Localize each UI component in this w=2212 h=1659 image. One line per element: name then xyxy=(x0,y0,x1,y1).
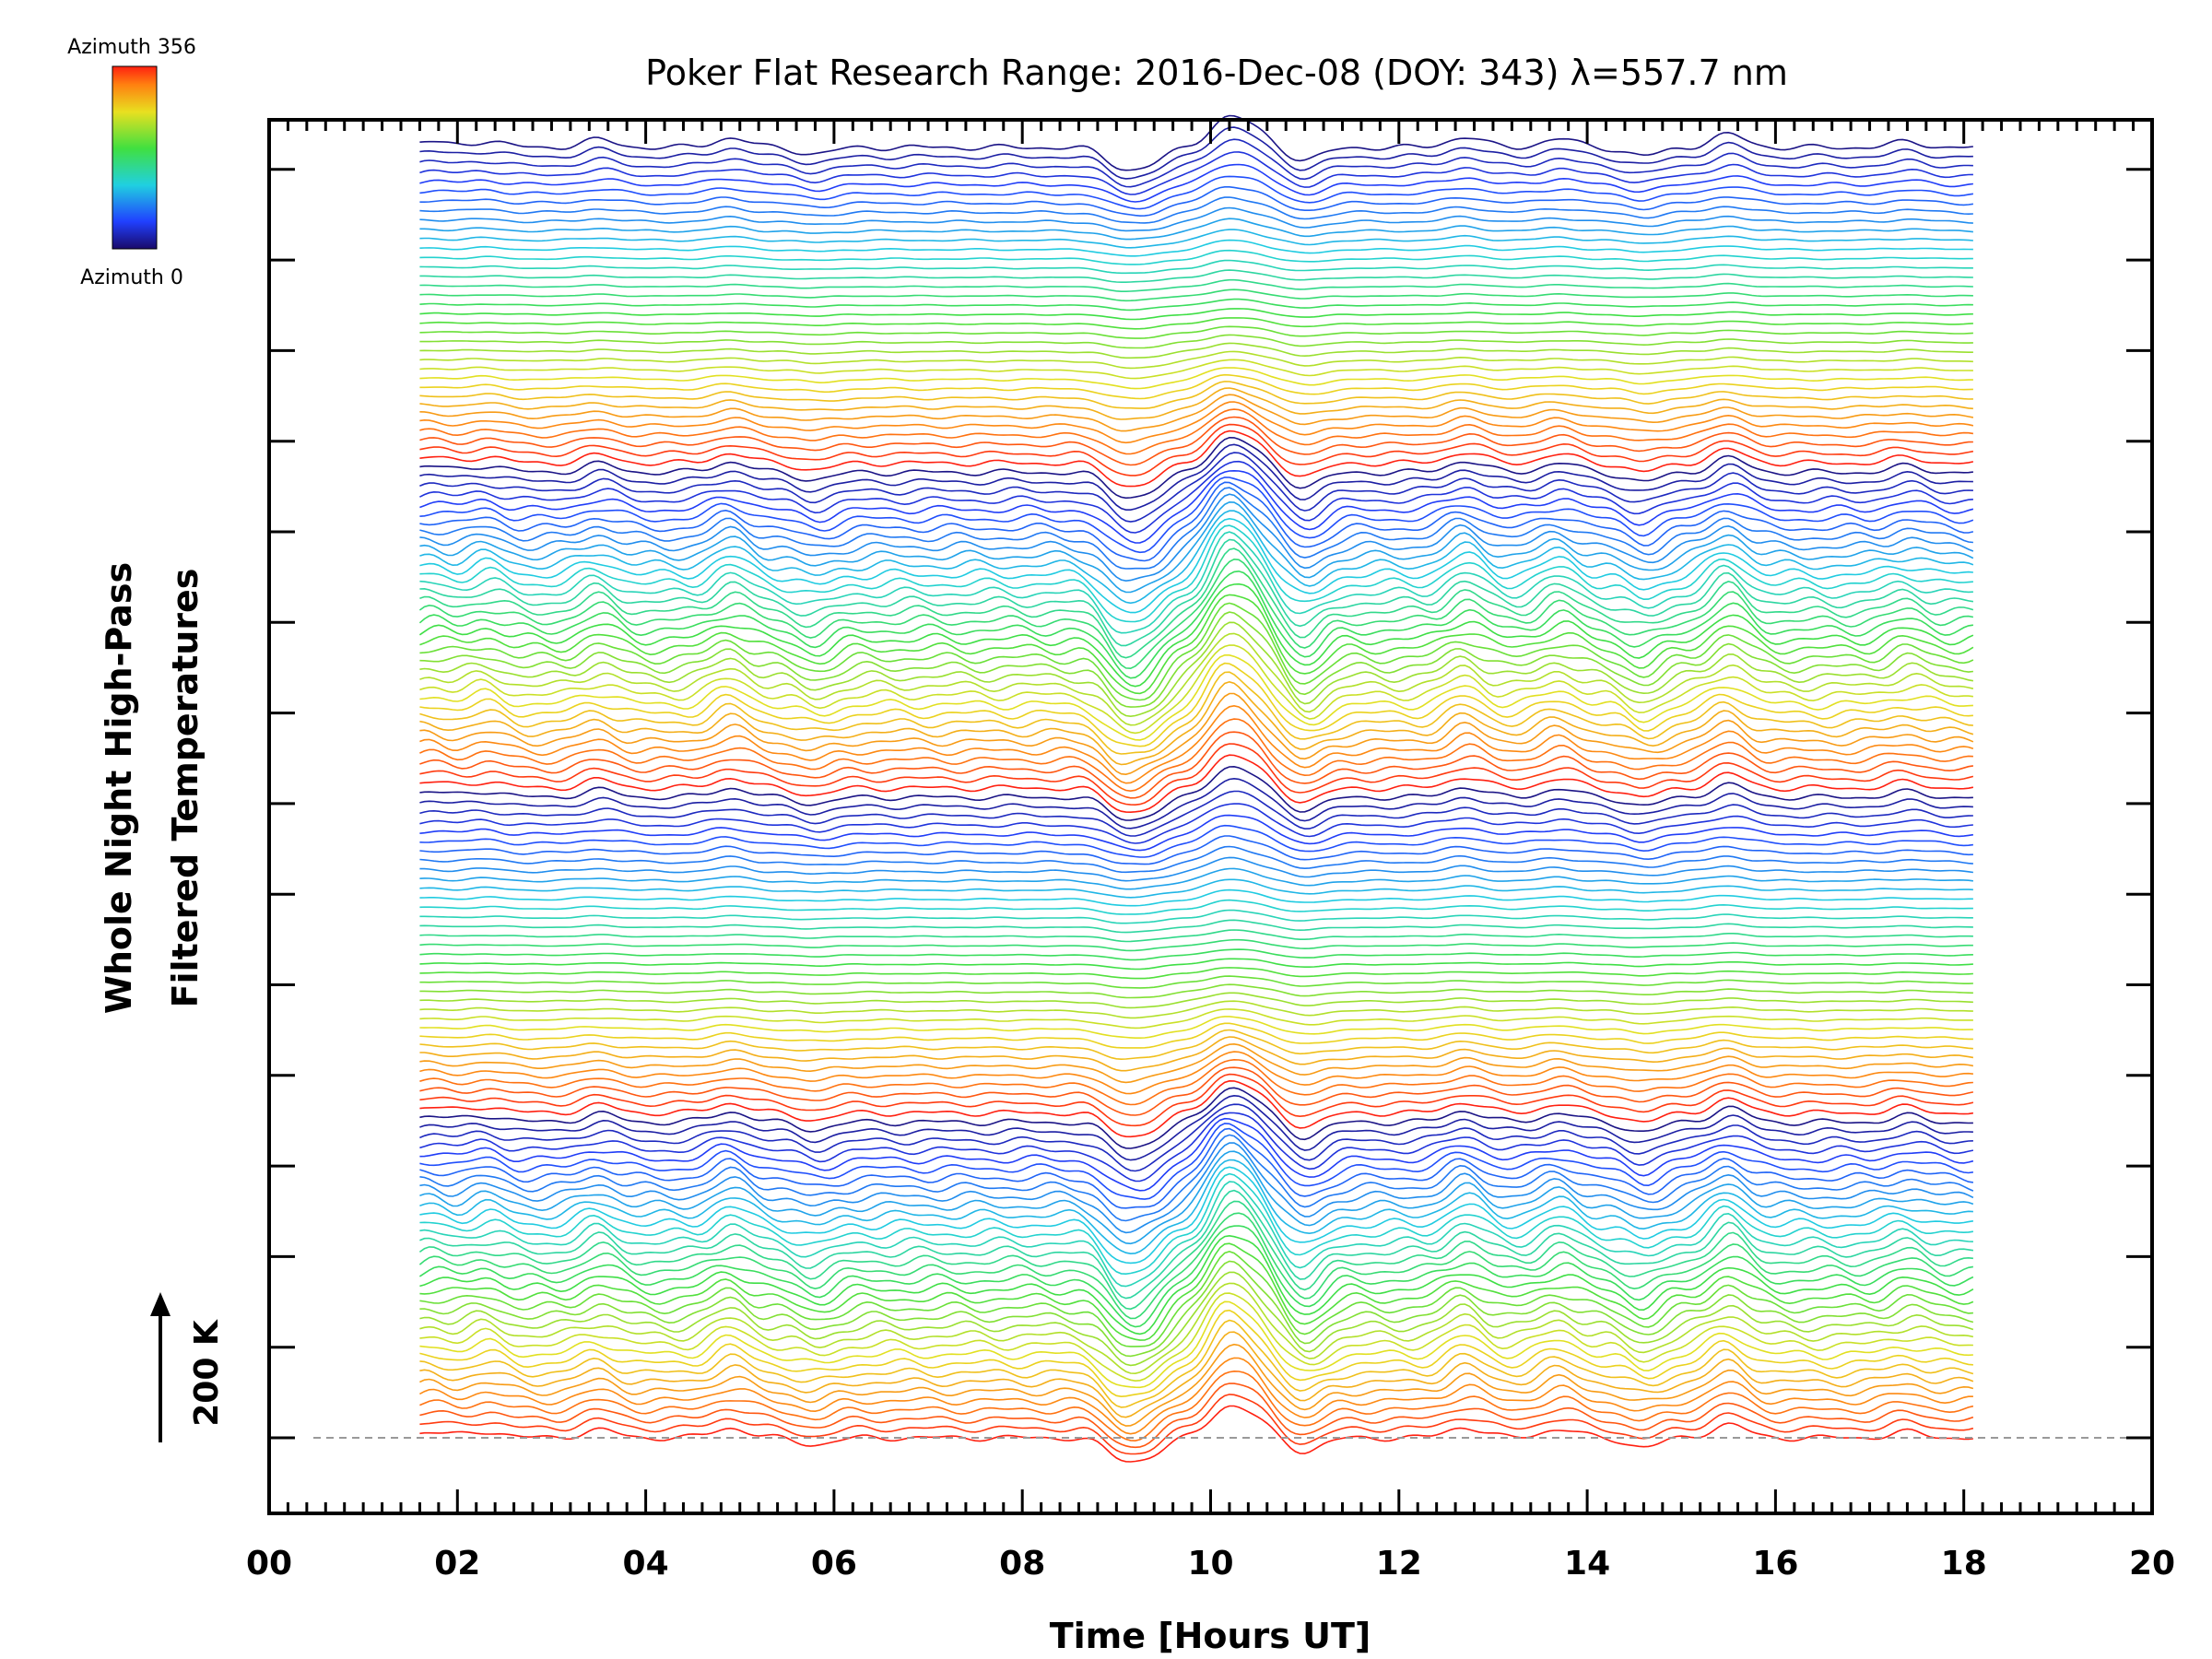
x-tick-label: 20 xyxy=(2129,1545,2175,1583)
series-line xyxy=(419,335,1972,347)
x-tick-label: 06 xyxy=(811,1545,857,1583)
series-line xyxy=(419,351,1972,368)
series-line xyxy=(419,993,1972,1007)
series-line xyxy=(419,911,1972,924)
y-axis-label-line2: Filtered Temperatures xyxy=(165,569,206,1008)
series-layer xyxy=(419,116,1972,1463)
series-line xyxy=(419,270,1972,282)
series-line xyxy=(419,968,1972,979)
series-line xyxy=(419,984,1972,997)
series-line xyxy=(419,1009,1972,1029)
series-line xyxy=(419,187,1972,216)
colorbar-top-label: Azimuth 356 xyxy=(67,36,196,59)
series-line xyxy=(419,682,1972,765)
series-line xyxy=(419,732,1972,798)
series-line xyxy=(419,920,1972,932)
series-line xyxy=(419,949,1972,959)
series-line xyxy=(419,300,1972,311)
series-line xyxy=(419,1052,1972,1094)
colorbar-bottom-label: Azimuth 0 xyxy=(80,266,183,289)
x-tick-label: 02 xyxy=(434,1545,480,1583)
x-tick-label: 10 xyxy=(1187,1545,1233,1583)
series-line xyxy=(419,890,1972,906)
x-tick-label: 00 xyxy=(246,1545,292,1583)
scale-arrow-icon xyxy=(150,1292,171,1316)
scale-bar: 200 K xyxy=(150,1292,226,1442)
x-tick-label: 08 xyxy=(999,1545,1045,1583)
series-line xyxy=(419,409,1972,453)
series-line xyxy=(419,261,1972,274)
x-tick-label: 14 xyxy=(1564,1545,1610,1583)
series-line xyxy=(419,488,1972,569)
series-line xyxy=(419,584,1972,687)
scale-bar-label: 200 K xyxy=(188,1319,226,1427)
colorbar-gradient xyxy=(112,66,157,249)
series-line xyxy=(419,804,1972,843)
series-line xyxy=(419,1001,1972,1018)
series-line xyxy=(419,229,1972,248)
series-line xyxy=(419,402,1972,442)
series-line xyxy=(419,940,1972,951)
chart-title: Poker Flat Research Range: 2016-Dec-08 (… xyxy=(645,53,1788,93)
series-line xyxy=(419,280,1972,292)
series-line xyxy=(419,431,1972,487)
series-line xyxy=(419,900,1972,914)
series-line xyxy=(419,959,1972,969)
series-line xyxy=(419,343,1972,358)
x-axis-tick-labels: 00 02 04 06 08 10 12 14 16 18 20 xyxy=(246,1545,2175,1583)
series-line xyxy=(419,868,1972,888)
y-axis-label-line1: Whole Night High-Pass xyxy=(99,562,139,1014)
colorbar: Azimuth 356 Azimuth 0 xyxy=(67,36,196,289)
series-line xyxy=(419,251,1972,265)
series-line xyxy=(419,1044,1972,1083)
series-line xyxy=(419,318,1972,329)
x-tick-label: 18 xyxy=(1941,1545,1987,1583)
series-line xyxy=(419,930,1972,942)
series-line xyxy=(419,326,1972,338)
series-line xyxy=(419,241,1972,256)
series-line xyxy=(419,116,1972,171)
x-tick-label: 12 xyxy=(1376,1545,1422,1583)
series-line xyxy=(419,289,1972,300)
x-axis-label: Time [Hours UT] xyxy=(1050,1616,1371,1656)
series-line xyxy=(419,879,1972,898)
series-line xyxy=(419,394,1972,430)
x-tick-label: 16 xyxy=(1752,1545,1798,1583)
series-line xyxy=(419,309,1972,320)
series-line xyxy=(419,165,1972,203)
series-line xyxy=(419,127,1972,179)
x-tick-label: 04 xyxy=(623,1545,669,1583)
series-line xyxy=(419,976,1972,988)
